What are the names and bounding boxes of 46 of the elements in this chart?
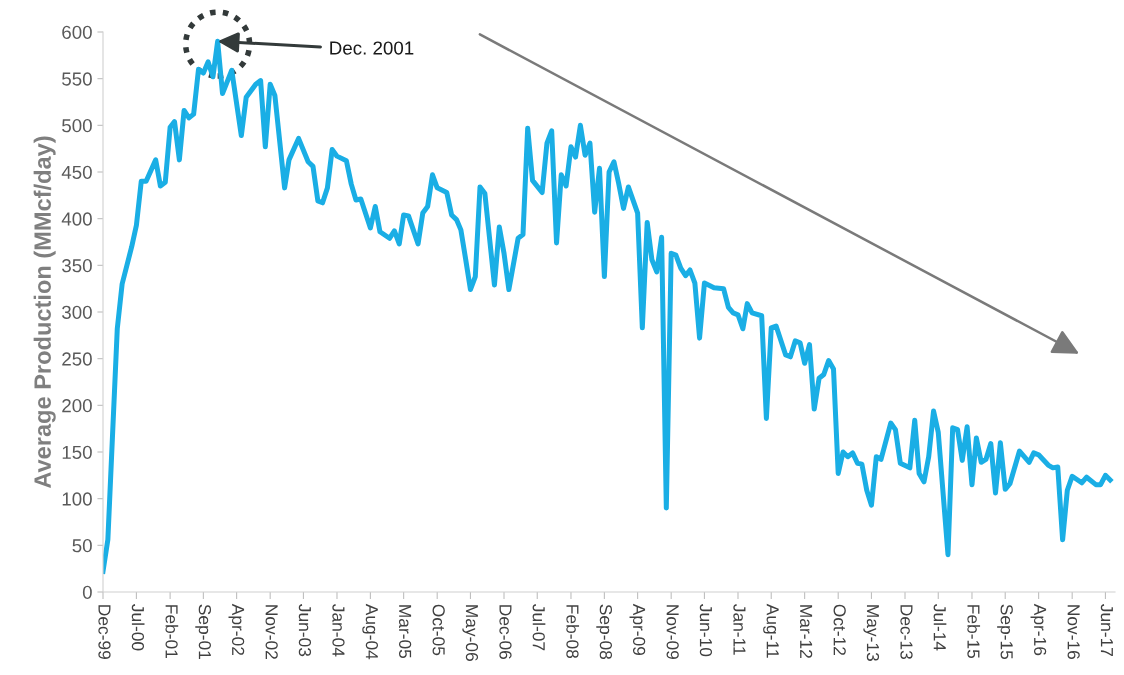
x-tick-label: Sep-01 [195, 604, 211, 659]
x-tick-label: Apr-09 [629, 603, 646, 656]
x-tick-label: Oct-05 [432, 604, 445, 656]
x-tick-label: Oct-12 [833, 604, 846, 656]
y-tick-label: 100 [62, 492, 92, 506]
y-axis-title: Average Production (MMcf/day) [33, 136, 56, 489]
x-tick-label: Aug-11 [763, 603, 779, 658]
x-tick-label: Jul-07 [532, 604, 546, 651]
y-tick-label: 450 [61, 165, 92, 179]
y-tick-label: 300 [62, 305, 92, 319]
y-tick-label: 250 [62, 352, 92, 366]
y-tick-label: 600 [62, 25, 92, 39]
x-tick-label: Apr-16 [1030, 603, 1047, 656]
y-tick-label: 50 [72, 539, 92, 553]
x-tick-label: Jan-11 [733, 604, 746, 655]
x-tick-label: Dec-13 [900, 605, 913, 660]
x-tick-label: Sep-08 [596, 604, 613, 660]
x-tick-label: Jun-17 [1100, 604, 1113, 657]
x-tick-label: Mar-05 [398, 605, 412, 659]
x-tick-label: May-06 [462, 605, 479, 661]
x-tick-label: Dec-99 [98, 605, 111, 659]
x-tick-label: Feb-15 [967, 605, 981, 659]
annotation: Dec. 2001 [330, 41, 414, 55]
y-tick-label: 350 [62, 259, 92, 273]
x-tick-label: Feb-01 [165, 605, 179, 658]
x-tick-label: Mar-12 [799, 605, 813, 658]
x-tick-label: Nov-09 [666, 605, 679, 659]
y-tick-label: 400 [61, 212, 92, 226]
x-tick-label: Nov-16 [1067, 605, 1080, 660]
y-tick-label: 550 [62, 72, 92, 86]
x-tick-label: Jun-10 [699, 604, 713, 657]
x-tick-label: Apr-02 [228, 603, 245, 656]
x-tick-label: Jun-03 [298, 604, 312, 657]
x-tick-label: Feb-08 [566, 605, 580, 659]
y-tick-label: 200 [62, 399, 92, 413]
y-tick-label: 0 [82, 585, 92, 599]
x-tick-label: Jul-00 [131, 604, 145, 651]
x-tick-label: Jan-04 [332, 604, 345, 657]
y-tick-label: 150 [62, 445, 92, 459]
y-tick-label: 500 [62, 119, 92, 133]
x-tick-label: Nov-02 [265, 605, 278, 659]
x-tick-label: Dec-06 [499, 605, 512, 660]
x-tick-label: Sep-15 [997, 604, 1013, 660]
x-tick-label: Aug-04 [362, 603, 379, 660]
x-tick-label: Jul-14 [933, 604, 947, 651]
x-tick-label: May-13 [863, 605, 880, 661]
